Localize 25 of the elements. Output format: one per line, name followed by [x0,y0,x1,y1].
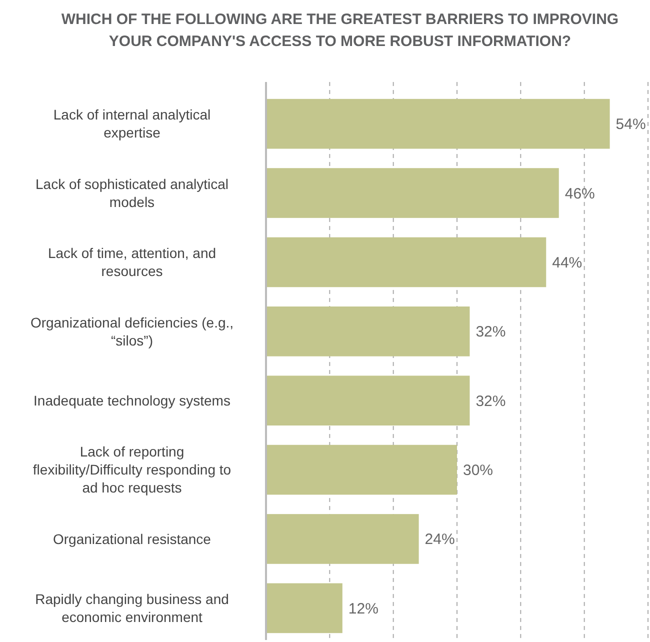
bar [266,376,470,426]
y-tick-label: Organizational deficiencies (e.g., “silos”) [30,314,234,348]
y-tick-label: Lack of time, attention, and resources [48,245,216,280]
data-label: 32% [476,392,506,410]
bar [266,444,457,495]
y-tick-label: Organizational resistance [53,530,212,547]
data-label: 44% [552,254,582,272]
bar [266,168,559,218]
data-label: 30% [463,462,494,480]
bar [266,514,419,564]
y-tick-label: Lack of reporting flexibility/Difficulty responding to ad hoc requests [32,444,232,496]
data-label: 54% [616,116,646,134]
bar [266,98,610,149]
data-label: 32% [476,324,506,341]
data-label: 46% [564,185,595,202]
y-tick-label: Lack of internal analytical expertise [53,106,211,141]
data-label: 24% [424,531,455,548]
y-tick-label: Rapidly changing business and economic environment [35,591,229,626]
data-label: 12% [348,600,378,618]
chart-title: WHICH OF THE FOLLOWING ARE THE GREATEST BARRIERS TO IMPROVING YOUR COMPANY'S ACCESS TO MORE ROBUST INFORMATION? [61,11,619,50]
bar [266,306,470,356]
y-tick-label: Inadequate technology systems [34,392,230,408]
bar [266,237,546,288]
bar [266,583,342,634]
y-tick-label: Lack of sophisticated analytical models [36,176,228,210]
